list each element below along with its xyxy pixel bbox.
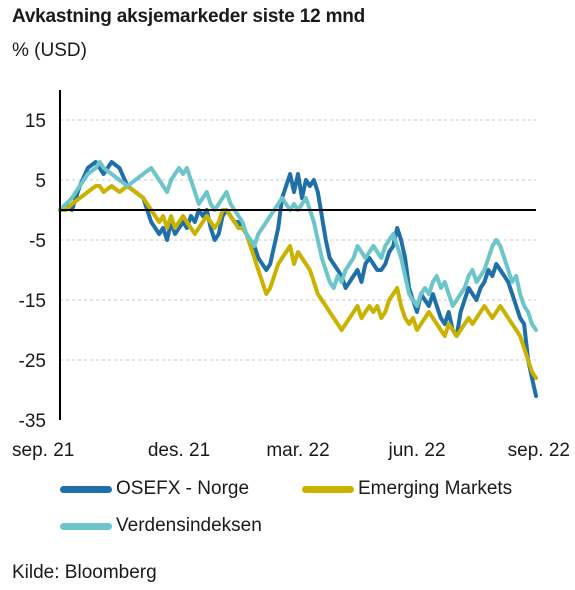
y-tick-label: -15	[19, 291, 46, 312]
y-tick-label: 15	[25, 111, 46, 132]
y-tick-label: -5	[29, 231, 46, 252]
legend-label-osefx: OSEFX - Norge	[116, 478, 250, 499]
legend-label-world: Verdensindeksen	[116, 515, 262, 536]
x-tick-label: jun. 22	[387, 440, 445, 461]
x-tick-label: mar. 22	[266, 440, 329, 461]
chart-subtitle: % (USD)	[12, 40, 87, 61]
legend-item-world: Verdensindeksen	[60, 515, 262, 537]
series-line-world	[58, 160, 538, 332]
legend-item-emerging: Emerging Markets	[302, 478, 512, 500]
legend-label-emerging: Emerging Markets	[358, 478, 513, 499]
y-tick-label: 5	[35, 171, 46, 192]
line-chart: 15 5 -5 -15 -25 -35 sep. 21 des. 21 mar. 22 jun. …	[12, 90, 570, 461]
series-line-osefx	[58, 160, 538, 398]
chart-title: Avkastning aksjemarkeder siste 12 mnd	[12, 6, 366, 27]
y-tick-label: -35	[19, 411, 46, 432]
series-layer	[58, 160, 538, 398]
legend-swatch-osefx	[60, 485, 112, 493]
x-tick-label: sep. 22	[508, 440, 570, 461]
y-tick-label: -25	[19, 351, 46, 372]
axis-layer: 15 5 -5 -15 -25 -35 sep. 21 des. 21 mar. 22 jun. …	[12, 90, 570, 461]
x-tick-label: sep. 21	[12, 440, 74, 461]
series-line-emerging	[58, 184, 538, 380]
legend-swatch-world	[60, 522, 112, 530]
source-note: Kilde: Bloomberg	[12, 562, 157, 583]
legend-item-osefx: OSEFX - Norge	[60, 478, 249, 500]
x-tick-label: des. 21	[148, 440, 210, 461]
legend-swatch-emerging	[302, 485, 354, 493]
